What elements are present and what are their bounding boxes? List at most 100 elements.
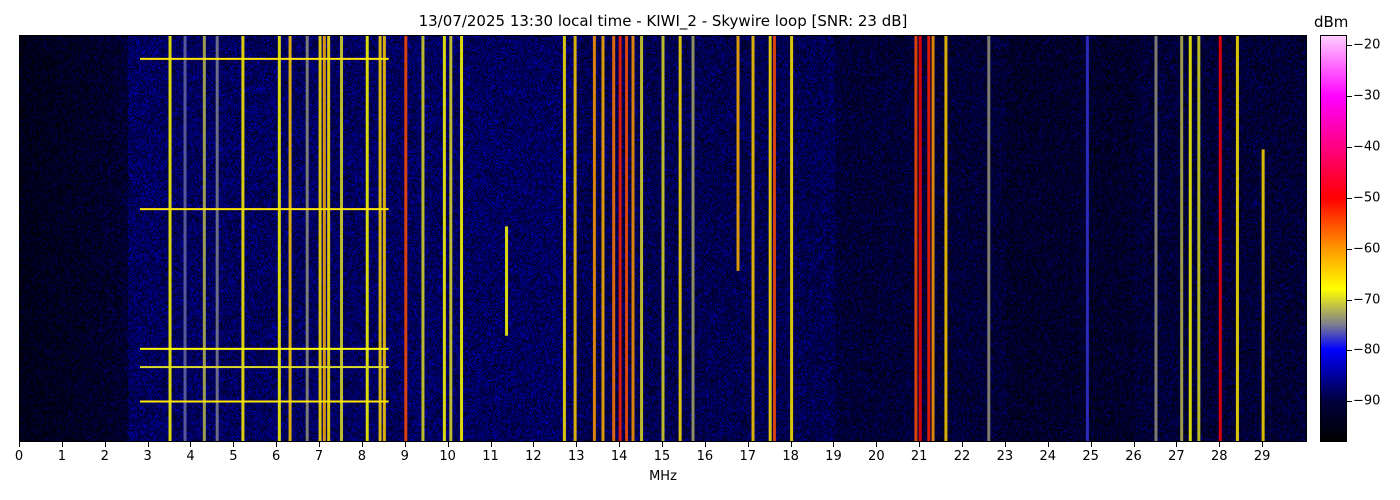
colorbar-tick-mark <box>1347 248 1352 250</box>
x-tick-mark <box>919 442 921 447</box>
colorbar-tick-label: −50 <box>1353 190 1381 206</box>
signal-trace <box>505 226 509 336</box>
colorbar-tick-label: −80 <box>1353 342 1381 358</box>
x-tick-label: 2 <box>100 449 109 464</box>
x-tick-mark <box>404 442 406 447</box>
x-tick-mark <box>104 442 106 447</box>
colorbar-tick-label: −40 <box>1353 139 1381 155</box>
x-tick-mark <box>147 442 149 447</box>
signal-trace <box>768 36 772 441</box>
colorbar-tick-label: −70 <box>1353 292 1381 308</box>
x-tick-label: 4 <box>186 449 195 464</box>
signal-trace <box>618 36 622 441</box>
x-tick-mark <box>490 442 492 447</box>
signal-trace <box>631 36 635 441</box>
signal-trace <box>661 36 665 441</box>
horizontal-burst <box>140 57 389 60</box>
x-tick-label: 22 <box>953 449 971 464</box>
x-tick-mark <box>662 442 663 447</box>
horizontal-burst <box>140 347 389 350</box>
x-tick-label: 20 <box>868 449 885 464</box>
x-tick-mark <box>790 442 792 447</box>
x-tick-label: 9 <box>400 449 409 464</box>
colorbar-tick-mark <box>1347 96 1352 98</box>
x-tick-label: 6 <box>272 449 281 464</box>
signal-trace <box>378 36 382 441</box>
signal-trace <box>382 36 386 441</box>
signal-trace <box>612 36 616 441</box>
x-tick-label: 19 <box>825 449 842 464</box>
x-tick-label: 27 <box>1168 449 1185 464</box>
signal-trace <box>914 36 918 441</box>
x-tick-label: 7 <box>314 449 324 464</box>
horizontal-burst <box>140 208 389 211</box>
x-tick-label: 29 <box>1253 449 1271 464</box>
signal-trace <box>288 36 292 441</box>
x-tick-mark <box>833 442 835 447</box>
x-tick-label: 26 <box>1125 449 1142 464</box>
signal-trace <box>1218 36 1222 441</box>
signal-trace <box>944 36 948 441</box>
x-tick-mark <box>19 442 20 447</box>
x-tick-mark <box>1176 442 1178 447</box>
signal-trace <box>573 36 577 441</box>
waterfall-plot <box>19 35 1307 442</box>
signal-trace <box>1154 36 1158 441</box>
x-tick-mark <box>876 442 878 447</box>
x-tick-mark <box>1090 442 1092 447</box>
x-tick-mark <box>233 442 235 447</box>
x-tick-label: 28 <box>1210 449 1228 464</box>
colorbar-tick-label: −20 <box>1353 37 1381 53</box>
signal-trace <box>327 36 331 441</box>
x-tick-label: 12 <box>525 449 542 464</box>
x-tick-mark <box>361 442 363 447</box>
signal-trace <box>772 36 776 441</box>
horizontal-burst <box>140 366 389 369</box>
signal-trace <box>601 36 605 441</box>
colorbar-label: dBm <box>1314 13 1349 31</box>
colorbar-tick-label: −30 <box>1353 88 1381 104</box>
x-tick-label: 11 <box>482 449 499 464</box>
x-tick-label: 16 <box>696 449 714 464</box>
colorbar-tick-label: −90 <box>1353 393 1381 409</box>
signal-trace <box>322 36 326 441</box>
colorbar-tick-mark <box>1347 401 1352 403</box>
x-tick-label: 15 <box>653 449 671 464</box>
x-tick-mark <box>1219 442 1221 447</box>
signal-trace <box>215 36 219 441</box>
colorbar <box>1320 35 1347 442</box>
x-tick-mark <box>190 442 192 447</box>
signal-trace <box>790 36 794 441</box>
colorbar-tick-mark <box>1347 197 1352 199</box>
signal-trace <box>183 36 187 441</box>
x-axis-label: MHz <box>649 469 677 484</box>
x-tick-label: 17 <box>739 449 756 464</box>
signal-trace <box>1197 36 1201 441</box>
x-tick-label: 1 <box>57 449 66 464</box>
signal-trace <box>365 36 369 441</box>
x-tick-mark <box>747 442 749 447</box>
signal-trace <box>442 36 446 441</box>
colorbar-tick-label: −60 <box>1353 241 1381 257</box>
signal-trace <box>987 36 991 441</box>
signal-trace <box>592 36 596 441</box>
signal-trace <box>640 36 644 441</box>
x-tick-mark <box>1047 442 1049 447</box>
chart-title: 13/07/2025 13:30 local time - KIWI_2 - S… <box>418 12 908 30</box>
x-tick-mark <box>962 442 964 447</box>
signal-trace <box>1085 36 1089 441</box>
signal-trace <box>918 36 922 441</box>
signal-trace <box>404 36 408 441</box>
x-tick-label: 25 <box>1082 449 1099 464</box>
x-tick-mark <box>319 442 321 447</box>
x-tick-mark <box>1004 442 1006 447</box>
signal-trace <box>691 36 695 441</box>
signal-trace <box>1235 36 1239 441</box>
signal-trace <box>1188 36 1192 441</box>
signal-trace <box>460 36 464 441</box>
signal-trace <box>927 36 931 441</box>
colorbar-tick-mark <box>1347 350 1352 352</box>
x-tick-mark <box>619 442 621 447</box>
x-tick-label: 18 <box>782 449 799 464</box>
signal-trace <box>318 36 322 441</box>
